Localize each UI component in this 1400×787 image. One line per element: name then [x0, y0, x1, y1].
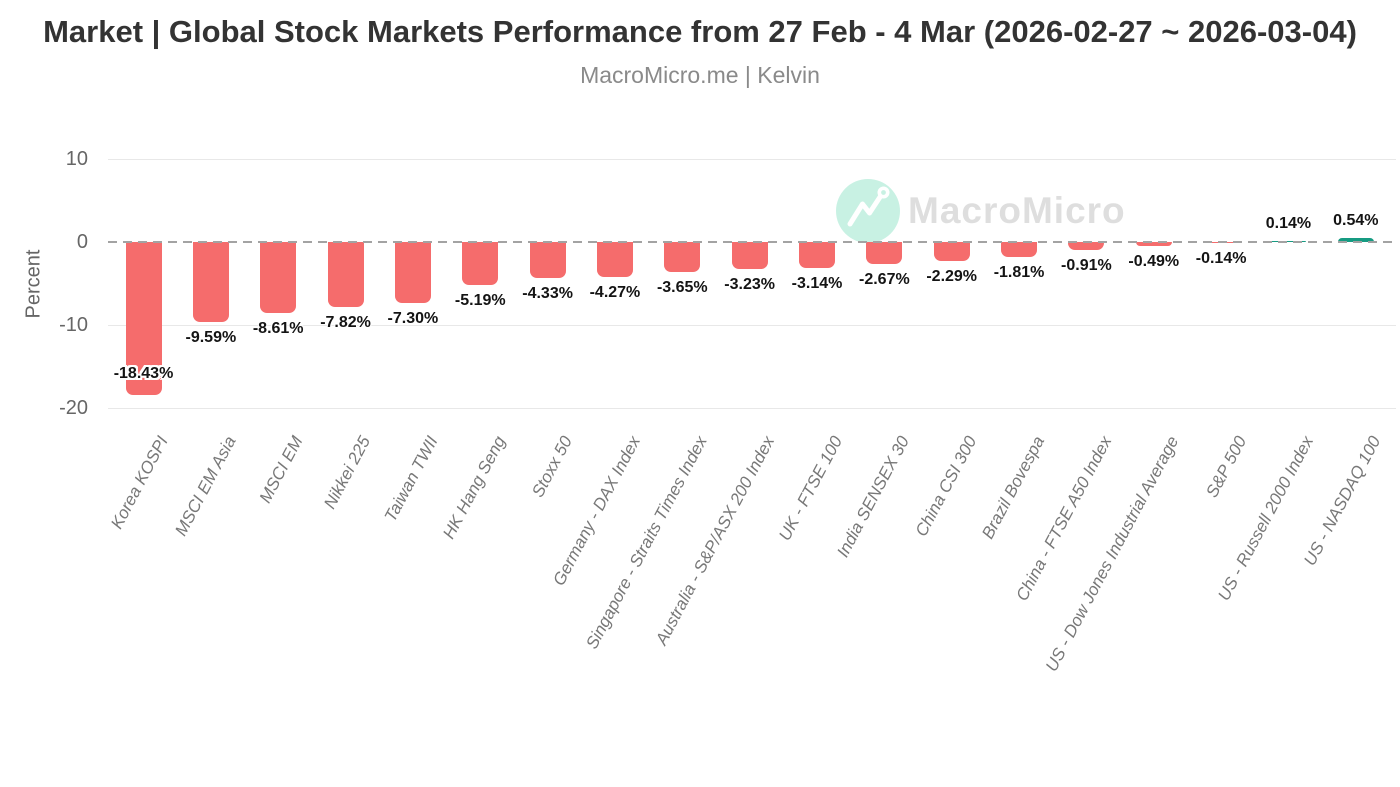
x-axis-label: S&P 500 [1201, 433, 1250, 501]
chart-title: Market | Global Stock Markets Performanc… [43, 14, 1357, 49]
bar[interactable] [596, 242, 633, 278]
x-axis-label: Nikkei 225 [320, 433, 375, 513]
x-axis-label: MSCI EM Asia [171, 433, 240, 539]
x-axis-label: Korea KOSPI [107, 433, 173, 533]
y-axis-tick-label: 0 [76, 231, 88, 253]
x-axis-label: China CSI 300 [911, 433, 981, 540]
value-label: -3.23% [724, 275, 775, 293]
value-label: -9.59% [185, 328, 237, 346]
gridline [108, 325, 1396, 326]
bar[interactable] [1337, 237, 1374, 242]
zero-dashed-line [108, 241, 1396, 243]
x-axis-label: Australia - S&P/ASX 200 Index [652, 433, 779, 649]
value-label: -5.19% [454, 292, 506, 310]
value-label: 0.54% [1333, 211, 1379, 229]
x-axis-label: Singapore - Straits Times Index [582, 433, 712, 653]
watermark-brand-text: MacroMicro [908, 190, 1126, 231]
bar[interactable] [529, 242, 566, 278]
value-label: -2.67% [858, 271, 910, 289]
value-label: -2.29% [926, 268, 978, 285]
bar[interactable] [933, 242, 970, 261]
macromicro-logo-icon [836, 179, 900, 243]
x-axis-label: Brazil Bovespa [977, 433, 1048, 543]
y-axis-title: Percent [22, 249, 45, 319]
value-label: -0.49% [1128, 253, 1180, 271]
bar[interactable] [799, 242, 835, 269]
bar[interactable] [1068, 242, 1105, 250]
bar[interactable] [866, 242, 903, 265]
value-label: -0.91% [1061, 256, 1112, 274]
value-label: -8.61% [252, 320, 304, 338]
value-label: -4.33% [522, 284, 573, 302]
x-axis-label: Stoxx 50 [528, 433, 577, 501]
bar[interactable] [327, 242, 364, 307]
value-label: -18.43% [113, 364, 174, 382]
bar[interactable] [462, 242, 499, 286]
x-axis-label: HK Hang Seng [439, 433, 510, 543]
bar[interactable] [1135, 242, 1172, 247]
y-axis-tick-label: -20 [59, 397, 88, 419]
gridline [108, 408, 1396, 409]
gridline [108, 159, 1396, 160]
bar[interactable] [664, 242, 701, 273]
value-label: -7.30% [387, 309, 439, 327]
x-axis-label: India SENSEX 30 [833, 433, 914, 561]
x-axis-label: US - Dow Jones Industrial Average [1041, 433, 1183, 675]
bar[interactable] [1001, 242, 1038, 258]
bar[interactable] [260, 242, 297, 314]
macromicro-watermark: MacroMicro [836, 179, 1126, 243]
y-axis-tick-label: -10 [59, 314, 88, 336]
value-label: 0.14% [1265, 214, 1312, 232]
bar[interactable] [394, 242, 431, 303]
value-label: -1.81% [993, 264, 1045, 282]
chart-subtitle: MacroMicro.me | Kelvin [580, 62, 820, 89]
x-axis-label: US - NASDAQ 100 [1300, 433, 1385, 569]
x-axis-label: MSCI EM [256, 433, 307, 507]
y-axis-tick-label: 10 [65, 148, 88, 170]
x-axis-label: UK - FTSE 100 [774, 433, 846, 544]
value-label: -7.82% [320, 313, 371, 331]
value-label: -3.65% [656, 279, 708, 297]
value-label: -0.14% [1195, 250, 1247, 268]
bar[interactable] [192, 242, 229, 322]
value-label: -4.27% [589, 284, 641, 302]
value-label: -3.14% [791, 275, 843, 293]
bar[interactable] [125, 242, 162, 395]
bar[interactable] [731, 242, 768, 269]
x-axis-label: Taiwan TWII [380, 433, 442, 525]
